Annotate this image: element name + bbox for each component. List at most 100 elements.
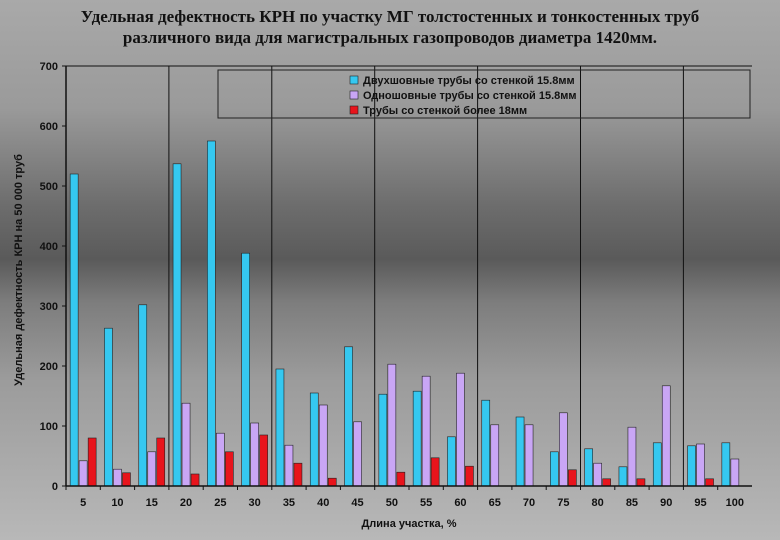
bar-2-60 <box>456 372 465 487</box>
bar-1-15 <box>138 304 148 487</box>
bar-1-95 <box>687 445 696 487</box>
y-tick-label: 600 <box>40 121 58 133</box>
bar-3-15 <box>156 437 166 487</box>
bar-2-95 <box>696 443 705 487</box>
bar-1-40 <box>309 392 319 487</box>
x-tick-label: 50 <box>386 497 398 509</box>
x-tick-label: 75 <box>557 497 569 509</box>
x-tick-labels: 5 10 15 20 25 30 35 40 45 50 55 60 65 70 75 80 85 90 95 100 <box>65 486 744 509</box>
bar-2-40 <box>318 404 328 487</box>
x-tick-label: 20 <box>180 497 192 509</box>
y-tick-label: 200 <box>40 361 58 373</box>
bar-3-80 <box>602 478 611 487</box>
legend-label-2: Одношовные трубы со стенкой 15.8мм <box>363 90 577 102</box>
bar-1-75 <box>550 451 559 487</box>
legend-box <box>217 69 751 119</box>
x-tick-label: 100 <box>726 497 744 509</box>
bar-3-30 <box>259 434 268 487</box>
y-tick-label: 400 <box>40 241 58 253</box>
bar-3-50 <box>396 471 406 487</box>
bar-1-55 <box>412 390 422 487</box>
bar-1-65 <box>481 399 491 487</box>
bars <box>69 140 740 487</box>
bar-3-85 <box>636 478 646 487</box>
x-tick-label: 35 <box>283 497 295 509</box>
bar-3-20 <box>190 473 200 487</box>
bar-3-5 <box>87 437 97 487</box>
bar-2-30 <box>250 422 259 487</box>
bar-1-85 <box>618 466 628 487</box>
bar-2-55 <box>421 375 431 487</box>
bar-3-35 <box>293 462 303 487</box>
legend: Двухшовные трубы со стенкой 15.8мм Одношо… <box>217 69 751 119</box>
bar-3-95 <box>705 478 714 487</box>
x-tick-label: 30 <box>249 497 261 509</box>
bar-1-10 <box>104 327 113 487</box>
legend-swatch-2 <box>349 90 359 100</box>
bar-1-70 <box>515 416 525 487</box>
x-tick-label: 45 <box>351 497 363 509</box>
y-tick-labels: 0 100 200 300 400 500 600 700 <box>40 61 66 493</box>
bar-2-70 <box>524 424 534 487</box>
legend-swatch-3 <box>349 105 359 115</box>
bar-1-30 <box>241 252 250 487</box>
y-tick-label: 0 <box>52 481 58 493</box>
x-tick-label: 60 <box>454 497 466 509</box>
bar-2-75 <box>559 412 568 487</box>
bar-1-20 <box>172 163 182 487</box>
legend-label-3: Трубы со стенкой более 18мм <box>363 105 527 117</box>
bar-1-35 <box>275 368 285 487</box>
x-tick-label: 25 <box>214 497 226 509</box>
legend-swatch-1 <box>349 75 359 85</box>
bar-1-60 <box>447 436 456 487</box>
bar-2-85 <box>627 426 637 487</box>
y-axis-title: Удельная дефектность КРН на 50 000 труб <box>13 154 25 386</box>
bar-2-65 <box>490 424 500 487</box>
bar-1-5 <box>69 173 79 487</box>
bar-2-50 <box>387 363 397 487</box>
bar-2-100 <box>730 458 740 487</box>
y-tick-label: 300 <box>40 301 58 313</box>
bar-1-80 <box>584 448 593 487</box>
bar-2-90 <box>661 385 671 487</box>
x-tick-label: 5 <box>80 497 86 509</box>
bar-2-15 <box>147 451 157 487</box>
legend-label-1: Двухшовные трубы со стенкой 15.8мм <box>363 75 575 87</box>
bar-3-10 <box>122 472 131 487</box>
bar-3-60 <box>465 465 474 487</box>
bar-1-50 <box>378 393 388 487</box>
bar-1-45 <box>344 346 353 487</box>
bar-2-25 <box>216 432 225 487</box>
gridlines <box>66 65 752 486</box>
chart-title: Удельная дефектность КРН по участку МГ т… <box>0 6 780 48</box>
x-tick-label: 55 <box>420 497 432 509</box>
bar-1-100 <box>721 442 731 487</box>
bar-3-55 <box>430 457 440 487</box>
y-tick-label: 500 <box>40 181 58 193</box>
x-tick-label: 40 <box>317 497 329 509</box>
bar-2-10 <box>113 468 122 487</box>
bar-3-40 <box>327 477 337 487</box>
bar-3-75 <box>568 469 577 487</box>
y-tick-label: 100 <box>40 421 58 433</box>
bar-2-35 <box>284 444 294 487</box>
bar-1-90 <box>652 442 662 487</box>
x-tick-label: 15 <box>146 497 158 509</box>
bar-2-45 <box>353 421 362 487</box>
bar-2-5 <box>78 460 88 487</box>
bar-2-80 <box>593 462 602 487</box>
x-axis-title: Длина участка, % <box>361 518 456 530</box>
bar-3-25 <box>225 451 234 487</box>
x-tick-label: 80 <box>592 497 604 509</box>
bar-1-25 <box>207 140 216 487</box>
x-tick-label: 95 <box>694 497 706 509</box>
x-tick-label: 65 <box>489 497 501 509</box>
x-tick-label: 90 <box>660 497 672 509</box>
x-tick-label: 10 <box>111 497 123 509</box>
chart-title-line-2: различного вида для магистральных газопр… <box>122 28 658 47</box>
bar-2-20 <box>181 402 191 487</box>
chart-title-line-1: Удельная дефектность КРН по участку МГ т… <box>80 7 700 26</box>
x-tick-label: 85 <box>626 497 638 509</box>
x-tick-label: 70 <box>523 497 535 509</box>
